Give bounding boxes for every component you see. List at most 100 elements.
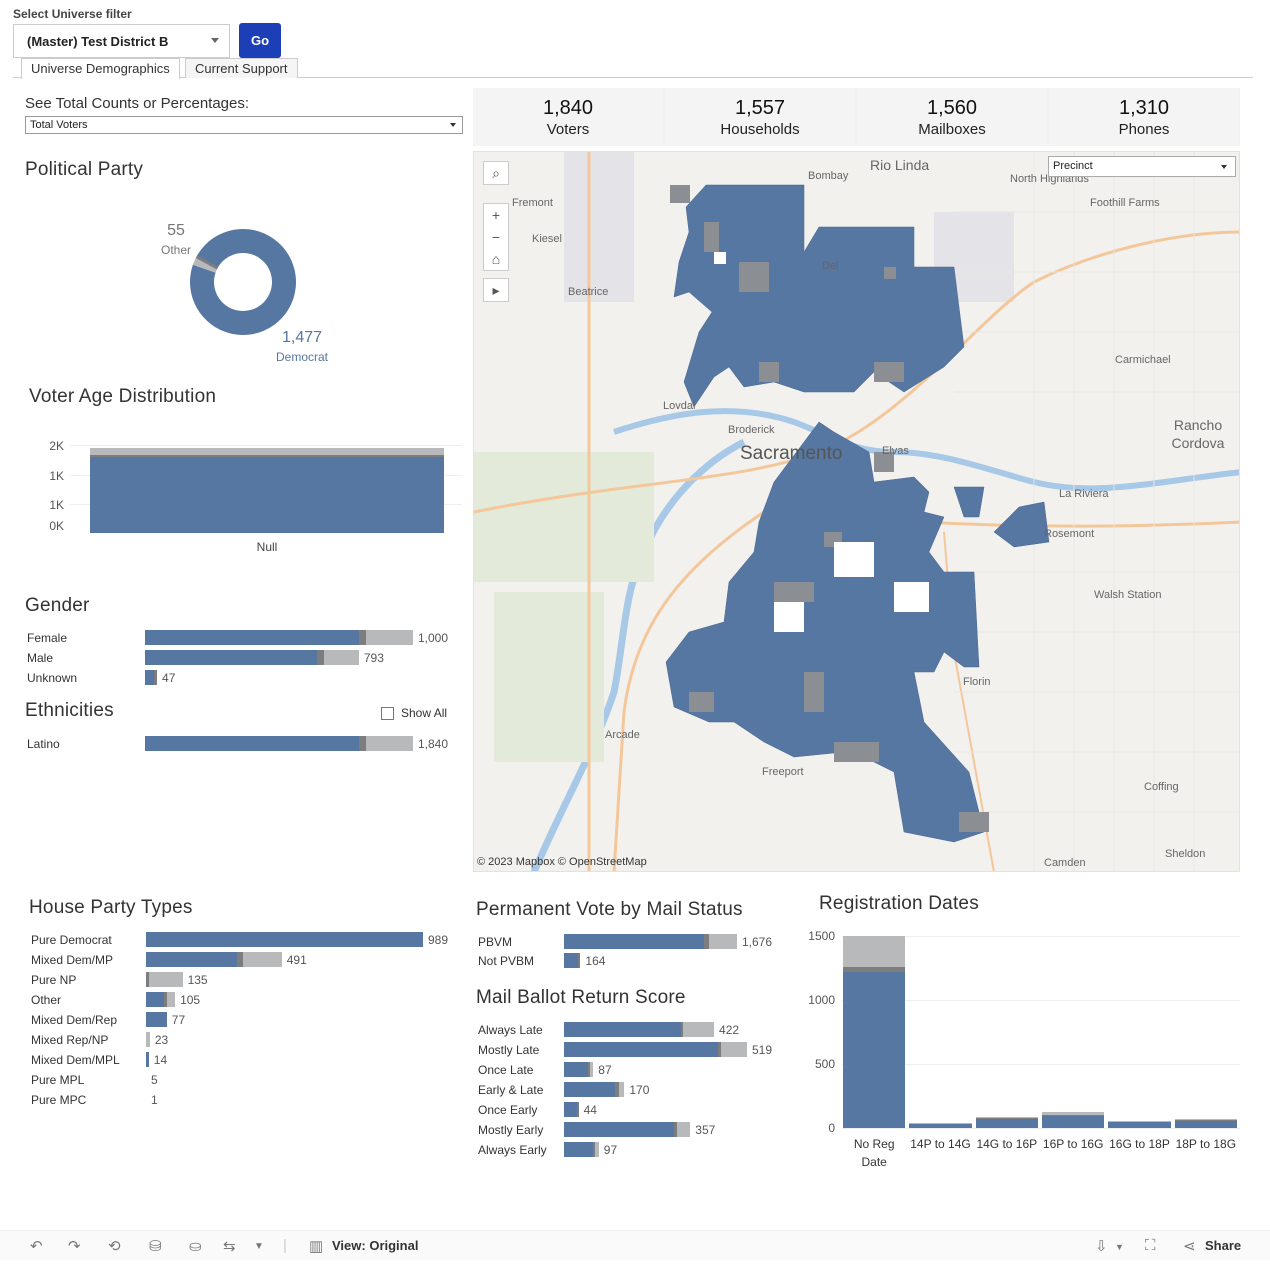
bar-segment-rest[interactable] [324, 650, 359, 665]
play-icon[interactable]: ▸ [492, 282, 500, 298]
bar-row[interactable] [146, 932, 423, 947]
reg-bar-blue[interactable] [1108, 1121, 1171, 1128]
bar-segment-main[interactable] [564, 1042, 718, 1057]
share-icon[interactable]: ⋖ [1183, 1238, 1196, 1255]
reg-bar-blue[interactable] [1174, 1120, 1237, 1128]
reg-bar-dark[interactable] [1042, 1115, 1105, 1117]
bar-row[interactable] [564, 1122, 747, 1137]
bar-segment-rest[interactable] [366, 630, 413, 645]
reg-bar-grey[interactable] [975, 1117, 1038, 1119]
bar-segment-mid[interactable] [704, 934, 710, 949]
reg-bar-grey[interactable] [843, 936, 906, 967]
bar-segment-mid[interactable] [576, 1102, 579, 1117]
bar-segment-main[interactable] [145, 650, 318, 665]
bar-segment-main[interactable] [564, 1062, 588, 1077]
bar-segment-mid[interactable] [164, 992, 167, 1007]
bar-segment-mid[interactable] [359, 736, 367, 751]
show-all-checkbox[interactable] [381, 707, 394, 720]
bar-segment-mid[interactable] [717, 1042, 722, 1057]
bar-row[interactable] [564, 1022, 747, 1037]
reg-bar-blue[interactable] [975, 1119, 1038, 1128]
bar-segment-rest[interactable] [242, 952, 282, 967]
redo-icon[interactable]: ↷ [68, 1238, 81, 1255]
bar-row[interactable] [146, 972, 423, 987]
age-bar-main[interactable] [90, 454, 444, 533]
download-icon[interactable]: ⇩ [1095, 1238, 1108, 1255]
bar-segment-mid[interactable] [673, 1122, 678, 1137]
bar-row[interactable] [145, 650, 413, 665]
link-icon[interactable]: ⇆ [223, 1238, 236, 1255]
donut-slice-democrat[interactable] [190, 229, 296, 335]
bar-row[interactable] [564, 934, 737, 949]
universe-filter-select[interactable]: (Master) Test District B [13, 24, 230, 58]
bar-row[interactable] [564, 1082, 747, 1097]
bar-segment-main[interactable] [145, 736, 360, 751]
bar-segment-main[interactable] [146, 1052, 149, 1067]
donut-slice-remainder[interactable] [196, 229, 243, 268]
chevron-down-icon[interactable]: ▼ [1115, 1242, 1124, 1252]
revert-icon[interactable]: ⟲ [108, 1238, 121, 1255]
bar-segment-rest[interactable] [595, 1142, 599, 1157]
bar-row[interactable] [564, 1102, 747, 1117]
donut-slice-other[interactable] [192, 255, 218, 273]
precinct-select[interactable]: Precinct [1048, 156, 1236, 177]
bar-row[interactable] [146, 952, 423, 967]
view-original-button[interactable]: View: Original [332, 1238, 419, 1253]
bar-segment-main[interactable] [564, 1022, 682, 1037]
bar-row[interactable] [146, 1032, 423, 1047]
zoom-in-icon[interactable]: + [491, 207, 501, 223]
bar-segment-rest[interactable] [366, 736, 413, 751]
search-icon[interactable]: ⌕ [492, 165, 500, 181]
bar-row[interactable] [146, 1012, 423, 1027]
zoom-out-icon[interactable]: − [491, 229, 501, 245]
bar-segment-rest[interactable] [709, 934, 737, 949]
bar-segment-mid[interactable] [359, 630, 367, 645]
bar-row[interactable] [564, 1142, 747, 1157]
reg-bar-blue[interactable] [909, 1123, 972, 1128]
bar-segment-rest[interactable] [589, 1062, 594, 1077]
reg-bar-dark[interactable] [1174, 1120, 1237, 1121]
bar-segment-main[interactable] [564, 953, 578, 968]
bar-segment-mid[interactable] [577, 953, 581, 968]
bar-segment-mid[interactable] [317, 650, 324, 665]
bar-segment-main[interactable] [145, 630, 360, 645]
bar-row[interactable] [146, 1052, 423, 1067]
reg-bar-grey[interactable] [1174, 1119, 1237, 1121]
bar-segment-main[interactable] [564, 1122, 674, 1137]
bar-segment-main[interactable] [564, 1082, 616, 1097]
bar-segment-rest[interactable] [682, 1022, 715, 1037]
reg-bar-blue[interactable] [843, 971, 906, 1128]
reg-bar-dark[interactable] [843, 966, 906, 972]
bar-segment-mid[interactable] [615, 1082, 619, 1097]
bar-segment-rest[interactable] [721, 1042, 747, 1057]
bar-segment-mid[interactable] [587, 1062, 590, 1077]
counts-select[interactable]: Total Voters [25, 116, 463, 134]
undo-icon[interactable]: ↶ [30, 1238, 43, 1255]
bar-row[interactable] [145, 736, 413, 751]
bar-segment-main[interactable] [564, 1102, 577, 1117]
chevron-down-icon[interactable]: ▼ [254, 1241, 264, 1252]
refresh-data-icon[interactable]: ⛁ [149, 1238, 162, 1255]
bar-row[interactable] [564, 953, 737, 968]
bar-row[interactable] [146, 992, 423, 1007]
reg-bar-grey[interactable] [1042, 1112, 1105, 1116]
tab-current-support[interactable]: Current Support [185, 58, 298, 78]
bar-row[interactable] [145, 630, 413, 645]
bar-row[interactable] [145, 670, 413, 685]
bar-segment-main[interactable] [146, 992, 164, 1007]
bar-segment-mid[interactable] [681, 1022, 683, 1037]
pause-data-icon[interactable]: ⛀ [189, 1238, 202, 1255]
bar-segment-rest[interactable] [166, 992, 176, 1007]
bar-segment-rest[interactable] [677, 1122, 691, 1137]
map-attribution[interactable]: © 2023 Mapbox © OpenStreetMap [477, 856, 647, 868]
share-button[interactable]: Share [1205, 1238, 1242, 1253]
bar-row[interactable] [146, 1092, 423, 1107]
bar-segment-mid[interactable] [593, 1142, 596, 1157]
bar-segment-rest[interactable] [146, 1032, 150, 1047]
bar-segment-rest[interactable] [149, 972, 183, 987]
bar-segment-main[interactable] [146, 952, 238, 967]
bar-segment-mid[interactable] [146, 972, 150, 987]
bar-segment-mid[interactable] [237, 952, 243, 967]
fullscreen-icon[interactable]: ⛶ [1145, 1237, 1156, 1254]
bar-segment-rest[interactable] [618, 1082, 625, 1097]
